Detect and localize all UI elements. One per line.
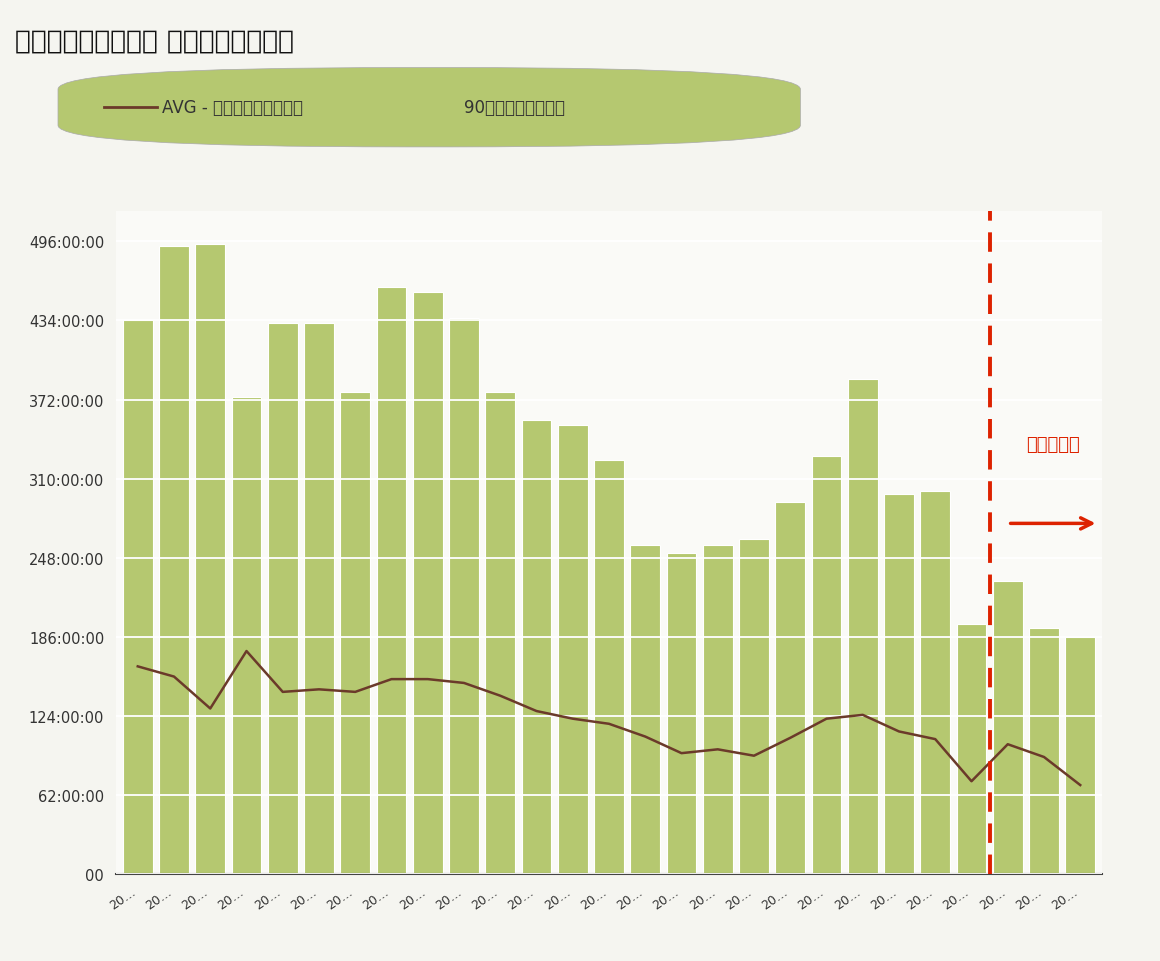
Bar: [812, 456, 841, 875]
Bar: [413, 293, 443, 875]
Bar: [449, 318, 479, 875]
Bar: [340, 392, 370, 875]
Bar: [195, 245, 225, 875]
FancyBboxPatch shape: [58, 68, 800, 148]
Text: AVG - 問い合わせ解決時間: AVG - 問い合わせ解決時間: [162, 99, 304, 117]
Bar: [159, 247, 189, 875]
Bar: [594, 460, 624, 875]
Bar: [957, 625, 986, 875]
Bar: [522, 421, 551, 875]
Bar: [884, 495, 914, 875]
Bar: [775, 503, 805, 875]
Bar: [630, 546, 660, 875]
Bar: [558, 426, 588, 875]
Bar: [304, 324, 334, 875]
Bar: [123, 321, 153, 875]
Text: 問い合わせ解決時間 パーセントタイル: 問い合わせ解決時間 パーセントタイル: [15, 29, 295, 55]
Bar: [848, 380, 878, 875]
Bar: [993, 581, 1023, 875]
Bar: [232, 398, 261, 875]
Bar: [703, 546, 733, 875]
Bar: [1065, 637, 1095, 875]
Bar: [268, 324, 298, 875]
Bar: [920, 492, 950, 875]
Bar: [1029, 628, 1059, 875]
Bar: [739, 539, 769, 875]
Bar: [485, 392, 515, 875]
Text: 改善施策後: 改善施策後: [1025, 435, 1080, 454]
Text: 90パーセントタイル: 90パーセントタイル: [464, 99, 565, 117]
Bar: [377, 288, 406, 875]
Bar: [667, 554, 696, 875]
